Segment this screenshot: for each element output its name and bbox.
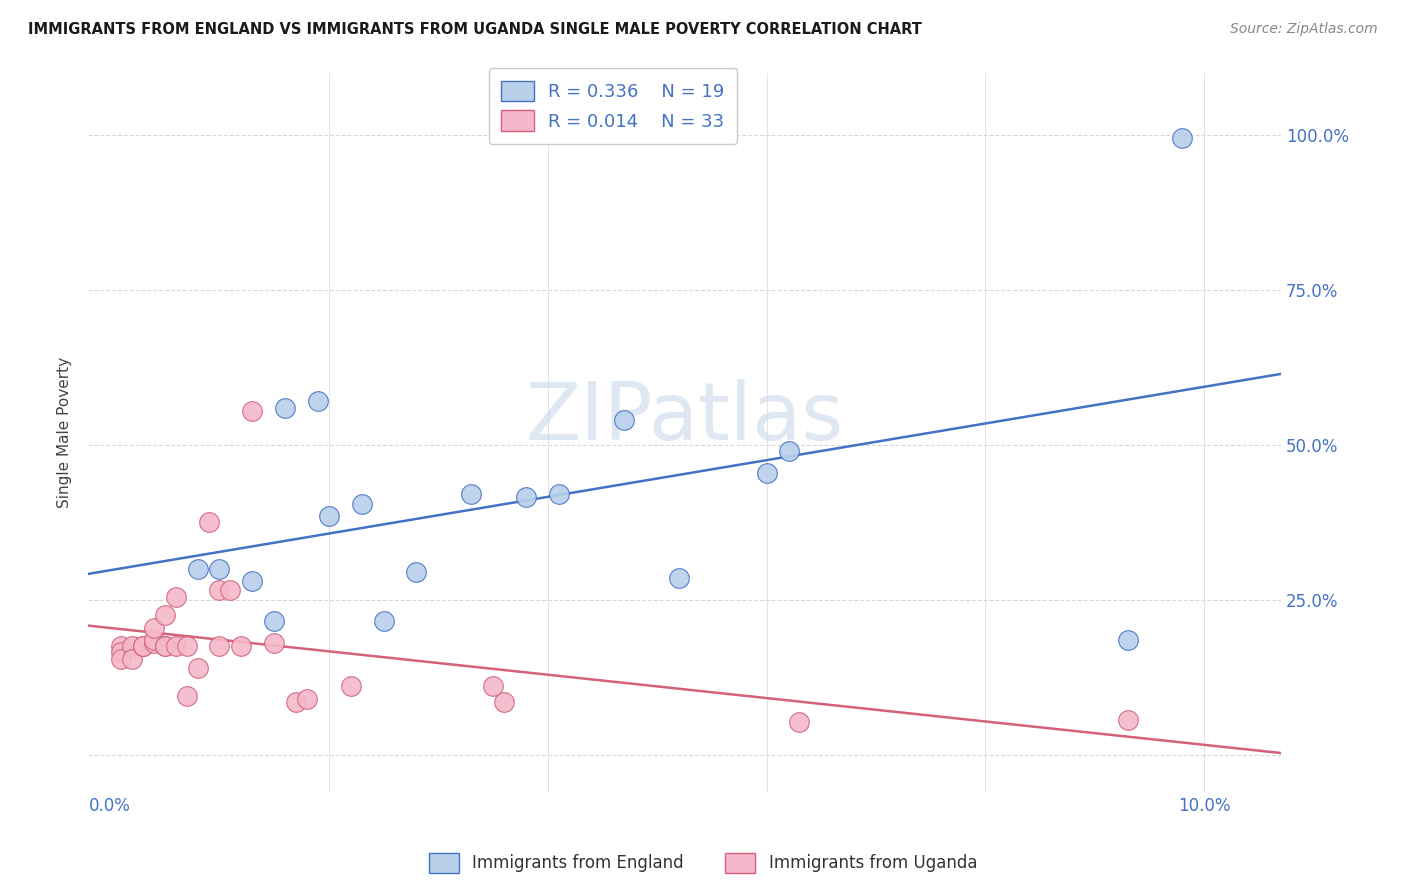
Point — [668, 571, 690, 585]
Point — [460, 487, 482, 501]
Point — [197, 516, 219, 530]
Point — [373, 615, 395, 629]
Point — [263, 615, 285, 629]
Point — [208, 562, 231, 576]
Point — [208, 639, 231, 653]
Point — [110, 651, 132, 665]
Point — [515, 491, 537, 505]
Point — [1171, 131, 1194, 145]
Point — [153, 639, 176, 653]
Point — [153, 608, 176, 623]
Point — [187, 661, 209, 675]
Point — [339, 680, 361, 694]
Point — [547, 487, 569, 501]
Point — [219, 583, 242, 598]
Point — [208, 583, 231, 598]
Text: ZIPatlas: ZIPatlas — [526, 379, 844, 457]
Legend: R = 0.336    N = 19, R = 0.014    N = 33: R = 0.336 N = 19, R = 0.014 N = 33 — [489, 68, 737, 144]
Point — [110, 645, 132, 659]
Point — [318, 509, 340, 524]
Point — [165, 639, 187, 653]
Text: IMMIGRANTS FROM ENGLAND VS IMMIGRANTS FROM UGANDA SINGLE MALE POVERTY CORRELATIO: IMMIGRANTS FROM ENGLAND VS IMMIGRANTS FR… — [28, 22, 922, 37]
Point — [240, 404, 263, 418]
Legend: Immigrants from England, Immigrants from Uganda: Immigrants from England, Immigrants from… — [422, 847, 984, 880]
Point — [274, 401, 297, 415]
Point — [1116, 714, 1139, 728]
Point — [1116, 632, 1139, 647]
Point — [121, 651, 143, 665]
Point — [240, 574, 263, 588]
Point — [613, 413, 636, 427]
Point — [307, 394, 329, 409]
Point — [142, 636, 165, 650]
Point — [482, 680, 505, 694]
Point — [405, 565, 427, 579]
Point — [132, 639, 155, 653]
Point — [350, 497, 373, 511]
Point — [789, 715, 811, 730]
Point — [176, 689, 198, 703]
Point — [132, 639, 155, 653]
Point — [492, 695, 515, 709]
Point — [285, 695, 308, 709]
Point — [187, 562, 209, 576]
Text: Source: ZipAtlas.com: Source: ZipAtlas.com — [1230, 22, 1378, 37]
Point — [142, 632, 165, 647]
Point — [153, 639, 176, 653]
Point — [755, 466, 778, 480]
Point — [121, 639, 143, 653]
Point — [132, 639, 155, 653]
Point — [176, 639, 198, 653]
Point — [778, 444, 800, 458]
Y-axis label: Single Male Poverty: Single Male Poverty — [58, 357, 72, 508]
Point — [110, 639, 132, 653]
Point — [231, 639, 253, 653]
Point — [295, 691, 318, 706]
Point — [263, 636, 285, 650]
Point — [142, 621, 165, 635]
Point — [165, 590, 187, 604]
